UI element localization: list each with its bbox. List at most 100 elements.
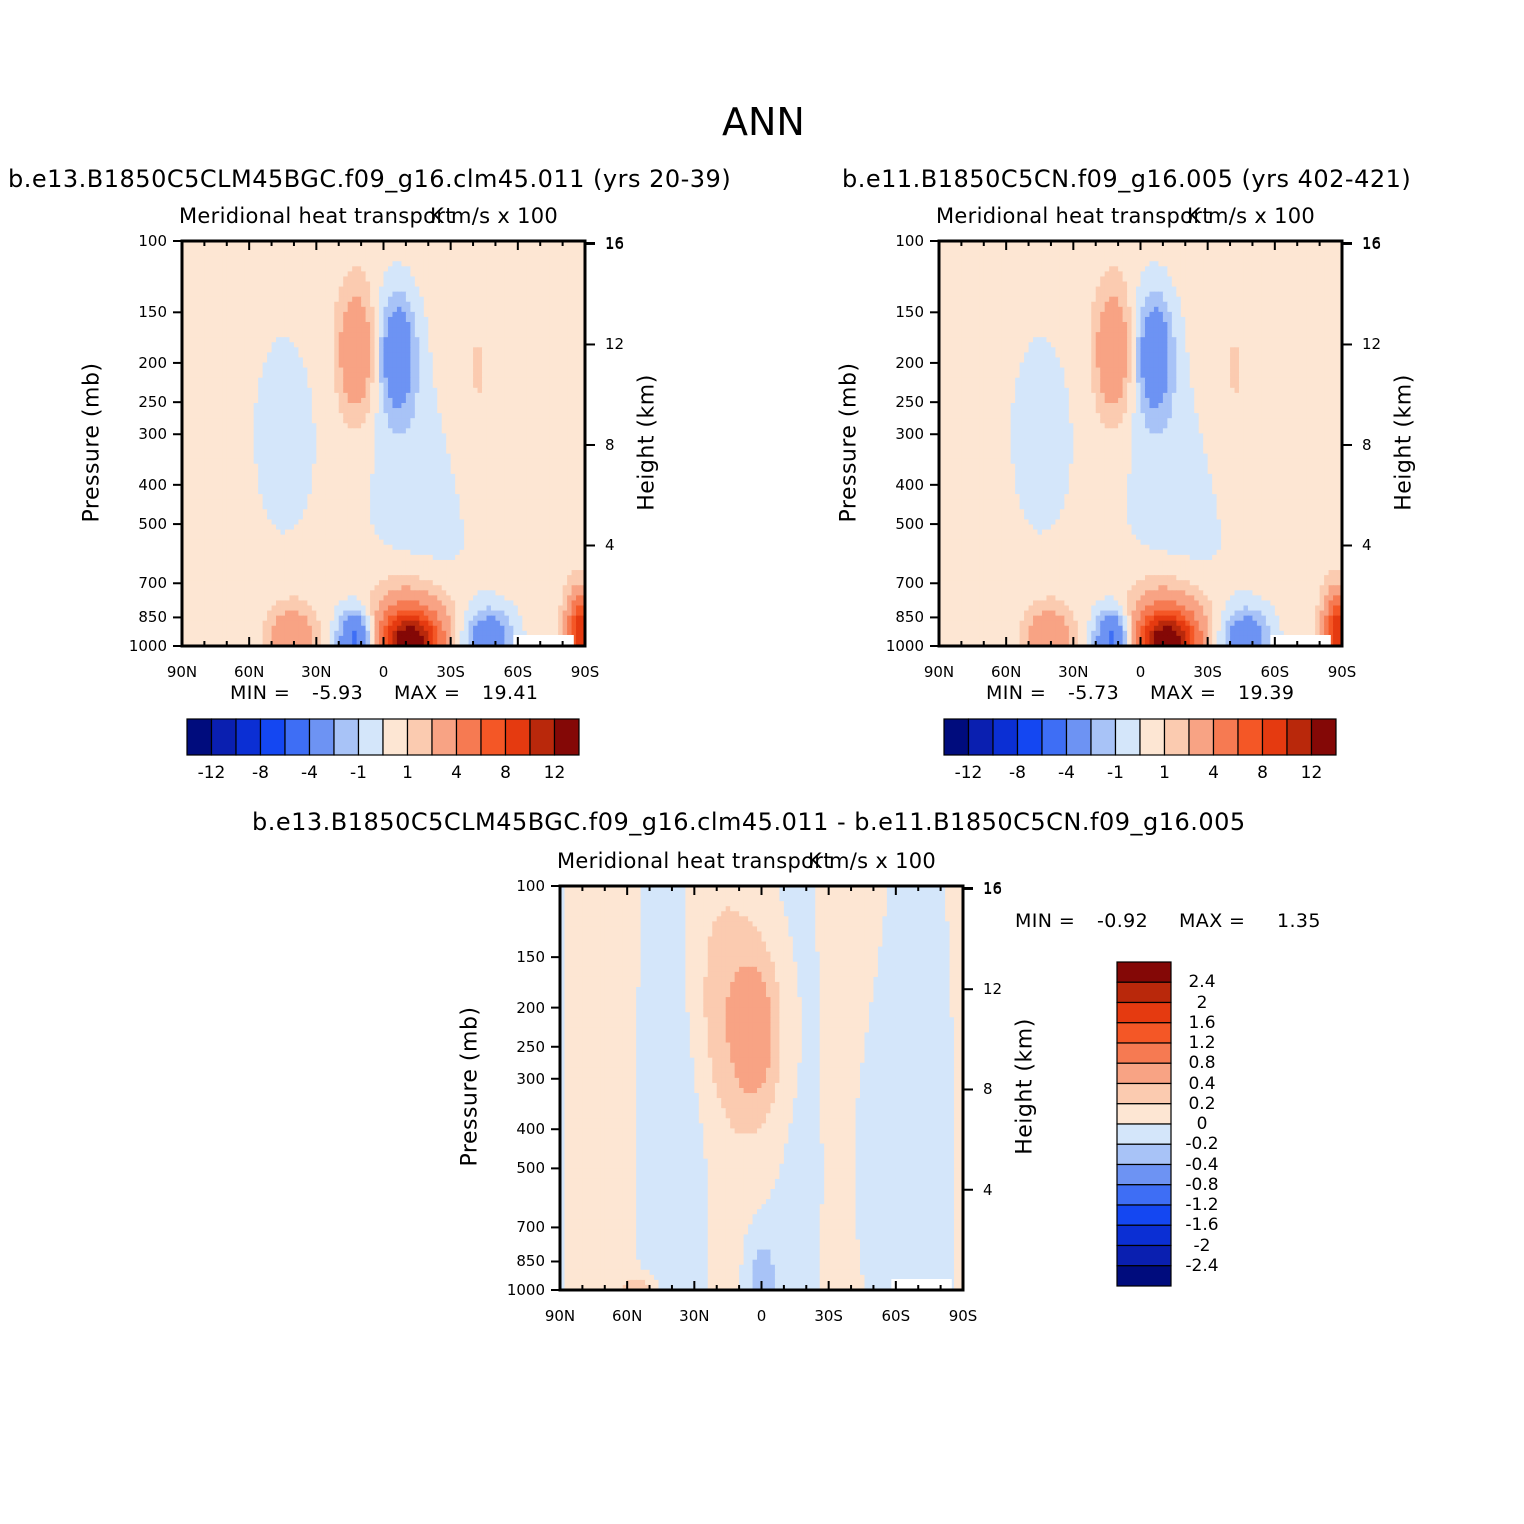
panel1-colorbar-label: 1: [388, 763, 428, 783]
panel1-left-string: Meridional heat transport: [179, 204, 454, 228]
panel1-xtick-label: 90S: [565, 663, 605, 681]
panel2-max-label: MAX =: [1150, 682, 1216, 704]
panel1-colorbar-label: -12: [192, 763, 232, 783]
colorbar-box: [1065, 718, 1092, 756]
panel2-xtick-label: 30S: [1188, 663, 1228, 681]
panel1-xtick-label: 30S: [431, 663, 471, 681]
panel3-htick-label: 4: [983, 1181, 993, 1199]
colorbar-box: [1116, 1001, 1172, 1024]
panel3-colorbar-label: 0.2: [1177, 1094, 1227, 1114]
colorbar-box: [186, 718, 213, 756]
panel3-colorbar-label: -2.4: [1177, 1256, 1227, 1276]
colorbar-box: [480, 718, 507, 756]
colorbar-box: [1261, 718, 1288, 756]
panel2-ytick-label: 1000: [864, 637, 924, 655]
colorbar-box: [1163, 718, 1190, 756]
panel1-ytick-label: 1000: [107, 637, 167, 655]
panel2-xtick-label: 60S: [1255, 663, 1295, 681]
panel1-ytick-label: 850: [107, 608, 167, 626]
colorbar-box: [1286, 718, 1313, 756]
panel2-left-string: Meridional heat transport: [936, 204, 1211, 228]
colorbar-box: [1114, 718, 1141, 756]
panel3-ytick-label: 700: [485, 1218, 545, 1236]
panel2-htick-label: 16: [1362, 235, 1381, 253]
panel2-xtick-label: 0: [1121, 663, 1161, 681]
panel3-xtick-label: 60N: [607, 1307, 647, 1325]
colorbar-box: [357, 718, 384, 756]
panel2-contour-field: [939, 241, 1343, 647]
colorbar-box: [382, 718, 409, 756]
panel3-xtick-label: 90N: [540, 1307, 580, 1325]
panel3-ylabel-right: Height (km): [1013, 987, 1038, 1187]
panel1-case-title: b.e13.B1850C5CLM45BGC.f09_g16.clm45.011 …: [8, 165, 731, 193]
colorbar-box: [455, 718, 482, 756]
panel1-colorbar-label: 12: [535, 763, 575, 783]
panel2-xtick-label: 90S: [1322, 663, 1362, 681]
panel3-xtick-label: 30N: [674, 1307, 714, 1325]
panel2-xtick-label: 90N: [919, 663, 959, 681]
panel2-colorbar-label: 1: [1145, 763, 1185, 783]
panel3-colorbar-label: -0.8: [1177, 1175, 1227, 1195]
colorbar-box: [529, 718, 556, 756]
panel3-ytick-label: 100: [485, 877, 545, 895]
panel1-htick-label: 16: [605, 235, 624, 253]
panel3-colorbar-label: -0.4: [1177, 1155, 1227, 1175]
panel1-colorbar-label: 4: [437, 763, 477, 783]
panel2-ytick-label: 400: [864, 476, 924, 494]
colorbar-box: [1116, 1062, 1172, 1085]
panel3-ytick-label: 150: [485, 948, 545, 966]
panel3-colorbar-label: 1.2: [1177, 1033, 1227, 1053]
panel3-ytick-label: 1000: [485, 1281, 545, 1299]
panel1-colorbar-label: -8: [241, 763, 281, 783]
panel3-min-label: MIN =: [1015, 910, 1075, 932]
panel3-htick-label: 16: [983, 880, 1002, 898]
panel1-ytick-label: 150: [107, 303, 167, 321]
colorbar-box: [992, 718, 1019, 756]
panel2-colorbar: [943, 718, 1337, 756]
colorbar-box: [1016, 718, 1043, 756]
colorbar-box: [1116, 1244, 1172, 1267]
colorbar-box: [1116, 1204, 1172, 1226]
panel2-ytick-label: 300: [864, 425, 924, 443]
colorbar-box: [553, 718, 580, 756]
panel1-htick-label: 8: [605, 436, 615, 454]
panel1-ytick-label: 400: [107, 476, 167, 494]
panel3-xtick-label: 30S: [809, 1307, 849, 1325]
panel3-colorbar-label: 0.4: [1177, 1074, 1227, 1094]
panel3-max-value: 1.35: [1277, 910, 1321, 932]
panel1-xtick-label: 90N: [162, 663, 202, 681]
panel3-ytick-label: 200: [485, 999, 545, 1017]
panel1-colorbar-label: -1: [339, 763, 379, 783]
panel2-min-value: -5.73: [1068, 682, 1119, 704]
panel2-ytick-label: 850: [864, 608, 924, 626]
panel2-min-label: MIN =: [986, 682, 1046, 704]
panel3-colorbar: [1116, 961, 1172, 1287]
colorbar-box: [943, 718, 970, 756]
panel2-ytick-label: 250: [864, 393, 924, 411]
panel3-ytick-label: 400: [485, 1120, 545, 1138]
panel2-colorbar-label: 4: [1194, 763, 1234, 783]
panel3-xtick-label: 0: [742, 1307, 782, 1325]
panel1-right-string: K m/s x 100: [430, 204, 558, 228]
panel1-ylabel-right: Height (km): [635, 342, 660, 542]
colorbar-box: [1116, 961, 1172, 983]
colorbar-box: [504, 718, 531, 756]
panel3-max-label: MAX =: [1179, 910, 1245, 932]
panel1-ytick-label: 100: [107, 232, 167, 250]
panel2-ylabel-right: Height (km): [1392, 342, 1417, 542]
panel2-colorbar-label: -8: [998, 763, 1038, 783]
panel1-ylabel: Pressure (mb): [80, 342, 105, 542]
panel1-min-label: MIN =: [230, 682, 290, 704]
panel3-colorbar-label: 2: [1177, 993, 1227, 1013]
panel2-ytick-label: 700: [864, 574, 924, 592]
colorbar-box: [1212, 718, 1239, 756]
panel3-colorbar-label: 2.4: [1177, 972, 1227, 992]
panel2-htick-label: 8: [1362, 436, 1372, 454]
panel2-case-title: b.e11.B1850C5CN.f09_g16.005 (yrs 402-421…: [842, 165, 1411, 193]
panel1-ytick-label: 250: [107, 393, 167, 411]
panel2-colorbar-label: -4: [1047, 763, 1087, 783]
panel1-htick-label-top: 16: [605, 234, 624, 252]
panel3-colorbar-label: 0.8: [1177, 1053, 1227, 1073]
colorbar-box: [1116, 1265, 1172, 1287]
colorbar-box: [406, 718, 433, 756]
